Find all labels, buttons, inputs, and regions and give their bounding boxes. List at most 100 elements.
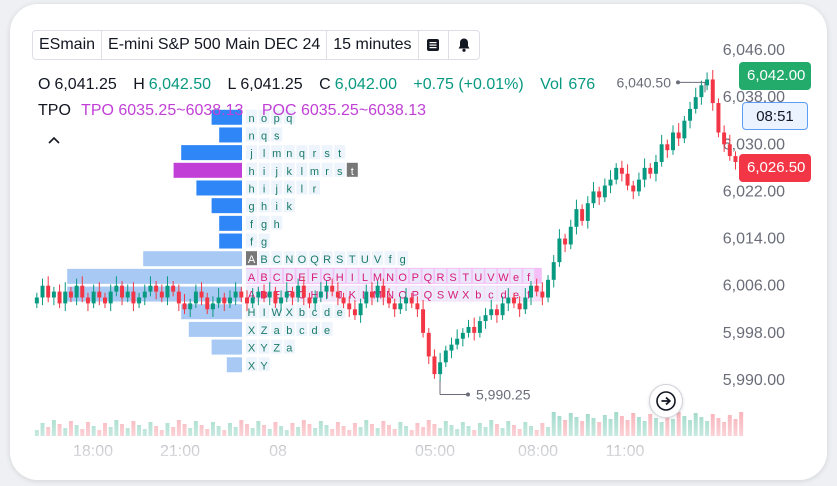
candle-body	[722, 132, 727, 145]
volume-bar	[529, 426, 533, 436]
candle-body	[148, 285, 153, 292]
tpo-cell	[246, 233, 257, 248]
candle-body	[256, 291, 261, 298]
candle-body	[676, 132, 681, 139]
tpo-cell	[309, 321, 320, 336]
tpo-letter: Z	[273, 343, 280, 355]
candle-body	[188, 303, 193, 310]
tpo-letter: h	[248, 183, 254, 195]
tpo-cell	[447, 268, 459, 283]
candle-body	[347, 303, 352, 310]
tpo-cell	[384, 286, 396, 301]
volume-bar	[392, 429, 397, 436]
candle-body	[352, 309, 357, 316]
candle-body	[97, 291, 102, 298]
tpo-letter: r	[313, 183, 317, 195]
tpo-letter: S	[437, 290, 444, 302]
tpo-letter: i	[275, 201, 277, 213]
tpo-letter: A	[248, 290, 256, 302]
tpo-cell	[485, 268, 497, 283]
tpo-letter: h	[274, 219, 280, 231]
tpo-label: TPO	[38, 102, 71, 119]
volume-value: 676	[568, 76, 596, 93]
list-icon[interactable]	[419, 31, 449, 59]
volume-bar	[477, 423, 482, 436]
candle-body	[449, 344, 454, 351]
tpo-cell	[359, 251, 371, 266]
candle-body	[222, 297, 227, 304]
tpo-cell	[359, 268, 371, 283]
candle-body	[154, 285, 159, 292]
tpo-letter: g	[261, 219, 267, 231]
symbol-button[interactable]: ESmain	[33, 31, 103, 59]
candle-body	[625, 173, 630, 186]
symbol-description[interactable]: E-mini S&P 500 Main DEC 24	[102, 31, 328, 59]
volume-profile-bar	[211, 109, 242, 125]
candle-body	[381, 285, 386, 298]
high-price-label: 6,040.50	[617, 74, 672, 90]
candle-body	[182, 303, 187, 310]
change-value: +0.75 (+0.01%)	[413, 76, 524, 93]
volume-bar	[154, 426, 159, 436]
interval-button[interactable]: 15 minutes	[327, 31, 419, 59]
tpo-letter: t	[338, 148, 341, 160]
tpo-letter: m	[272, 148, 281, 160]
tpo-letter: m	[310, 166, 319, 178]
volume-bar	[449, 425, 454, 436]
tpo-letter: b	[286, 325, 292, 337]
volume-bar	[648, 414, 653, 436]
arrow-right-icon[interactable]	[649, 384, 683, 418]
tpo-cell	[271, 268, 283, 283]
volume-bar	[398, 422, 403, 436]
tpo-letter: h	[261, 201, 267, 213]
volume-bar	[614, 412, 619, 436]
candle-body	[165, 285, 170, 298]
candle-body	[597, 191, 602, 198]
volume-bar	[551, 412, 556, 436]
y-tick-label: 5,998.00	[723, 325, 785, 342]
volume-bar	[705, 421, 710, 436]
tpo-letter: q	[299, 148, 305, 160]
tpo-letter: F	[311, 272, 318, 284]
volume-bar	[273, 422, 278, 436]
volume-bar	[483, 427, 488, 436]
tpo-letter: j	[274, 183, 277, 195]
volume-bar	[682, 416, 687, 436]
volume-bar	[341, 426, 346, 436]
volume-bar	[68, 421, 73, 436]
tpo-cell	[258, 321, 270, 336]
candle-body	[580, 209, 585, 221]
tpo-cell	[258, 268, 270, 283]
volume-bar	[318, 421, 323, 436]
candle-body	[398, 303, 403, 310]
tpo-cell	[246, 286, 257, 301]
tpo-letter: O	[298, 254, 307, 266]
volume-bar	[358, 427, 363, 436]
tpo-letter: l	[301, 166, 303, 178]
tpo-cell	[246, 127, 257, 142]
tpo-cell	[246, 145, 257, 160]
volume-bar	[216, 426, 221, 436]
candle-body	[375, 285, 380, 298]
candle-body	[653, 161, 658, 174]
tpo-cell	[258, 127, 270, 142]
candle-body	[392, 303, 397, 310]
ohlc-legend: O 6,041.25 H 6,042.50 L 6,041.25 C 6,042.00 …	[38, 76, 607, 94]
tpo-letter: T	[462, 272, 469, 284]
low-value: 6,041.25	[240, 76, 303, 93]
tpo-legend[interactable]: TPO TPO 6035.25~6038.13 POC 6035.25~6038…	[38, 102, 440, 120]
volume-bar	[227, 423, 232, 436]
caret-up-icon[interactable]	[48, 131, 60, 147]
tpo-letter: V	[374, 254, 382, 266]
candle-body	[233, 291, 238, 298]
bell-icon[interactable]	[449, 31, 479, 59]
candle-body	[636, 179, 641, 192]
tpo-cell	[409, 268, 421, 283]
tpo-letter: s	[274, 130, 280, 142]
tpo-cell	[258, 180, 270, 195]
volume-bar	[51, 420, 56, 436]
tpo-cell	[246, 198, 257, 213]
tpo-cell	[309, 162, 320, 177]
volume-bar	[307, 424, 312, 436]
volume-bar	[716, 418, 721, 436]
